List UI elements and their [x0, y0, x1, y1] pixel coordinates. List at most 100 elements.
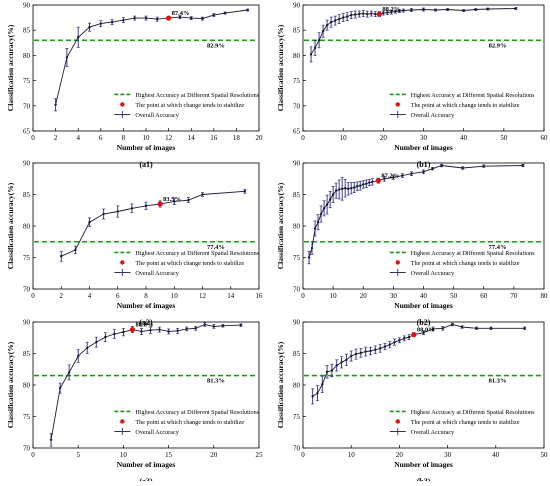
y-tick-label: 70 — [23, 102, 31, 110]
data-point — [431, 327, 435, 331]
y-tick-label: 80 — [293, 382, 301, 390]
data-point — [243, 190, 247, 193]
data-point — [345, 358, 348, 361]
data-point — [325, 370, 329, 373]
data-point — [398, 339, 401, 342]
data-point — [446, 8, 449, 11]
stable-point-label: 88.2% — [382, 6, 400, 13]
y-tick-label: 85 — [293, 350, 301, 358]
data-point — [362, 183, 365, 186]
data-point — [334, 189, 338, 192]
legend-entry: Overall Accuracy — [135, 270, 179, 277]
data-point — [221, 324, 225, 327]
data-point — [368, 181, 371, 184]
data-point — [340, 187, 344, 191]
data-point — [246, 8, 249, 12]
legend-entry: Highest Accuracy at Different Spatial Re… — [411, 92, 535, 99]
data-point — [382, 11, 385, 15]
data-point — [374, 348, 377, 351]
chart-panel: 70 75 80 85 90 0 5 10 15 20 25 Number of images Clas… — [6, 319, 263, 486]
data-point — [474, 8, 477, 11]
x-tick-label: 20 — [396, 451, 404, 459]
data-point — [330, 369, 334, 372]
panel-label: (b2) — [417, 318, 431, 327]
legend-swatch-dot — [120, 260, 125, 265]
data-point — [369, 349, 372, 353]
x-tick-label: 50 — [450, 292, 458, 300]
data-point — [223, 11, 227, 15]
data-point — [354, 352, 358, 356]
x-tick-label: 16 — [210, 134, 218, 142]
legend-entry: Overall Accuracy — [411, 270, 455, 277]
x-tick-label: 50 — [500, 134, 508, 142]
data-point — [386, 11, 389, 14]
data-point — [212, 325, 215, 328]
data-point — [346, 187, 350, 191]
x-tick-label: 40 — [460, 134, 468, 142]
y-tick-label: 70 — [293, 102, 301, 110]
y-tick-label: 75 — [293, 254, 301, 262]
data-point — [341, 16, 345, 19]
data-point — [88, 221, 91, 224]
x-tick-label: 60 — [480, 292, 488, 300]
x-tick-label: 20 — [360, 292, 368, 300]
data-point — [77, 354, 80, 358]
data-point — [122, 18, 125, 22]
data-point — [178, 15, 182, 19]
stable-point-label: 88.8% — [135, 322, 153, 329]
data-point — [521, 164, 525, 167]
legend-entry: Highest Accuracy at Different Spatial Re… — [411, 409, 535, 416]
x-tick-label: 0 — [301, 292, 305, 300]
data-point — [310, 246, 314, 250]
legend-entry: The point at which change tends to stabi… — [135, 260, 244, 267]
x-tick-label: 30 — [390, 292, 398, 300]
data-point — [523, 327, 526, 330]
x-tick-label: 20 — [256, 134, 264, 142]
x-tick-label: 8 — [122, 134, 126, 142]
chart-panel: 70 75 80 85 90 0 10 20 30 40 50 60 70 80 Number of ima… — [276, 160, 548, 328]
y-tick-label: 65 — [293, 128, 301, 136]
legend-entry: The point at which change tends to stabi… — [135, 419, 244, 426]
x-tick-label: 10 — [171, 292, 179, 300]
data-point — [486, 7, 489, 11]
reference-line-label: 82.9% — [489, 42, 507, 49]
data-point — [335, 364, 338, 367]
series-line — [310, 8, 516, 55]
x-tick-label: 12 — [199, 292, 207, 300]
y-tick-label: 70 — [293, 286, 301, 294]
x-tick-label: 14 — [227, 292, 235, 300]
data-point — [316, 221, 320, 224]
y-tick-label: 75 — [293, 413, 301, 421]
legend-entry: Highest Accuracy at Different Spatial Re… — [135, 250, 259, 257]
x-axis-label: Number of images — [394, 301, 453, 310]
data-point — [410, 172, 413, 175]
y-tick-label: 90 — [293, 2, 301, 10]
data-point — [388, 343, 391, 346]
data-point — [350, 354, 353, 358]
data-point — [67, 371, 71, 374]
x-tick-label: 16 — [256, 292, 264, 300]
y-axis-label: Classification accuracy(%) — [276, 24, 285, 111]
data-point — [144, 16, 148, 20]
data-point — [378, 347, 382, 350]
chart-panel: 65 70 75 80 85 90 0 2 4 6 8 10 12 14 16 18 20 Number of i… — [6, 2, 263, 170]
legend-swatch-dot — [120, 419, 125, 424]
reference-line-label: 77.4% — [207, 244, 225, 251]
x-tick-label: 40 — [420, 292, 428, 300]
legend-swatch-dot — [395, 102, 400, 107]
x-tick-label: 70 — [510, 292, 518, 300]
y-axis-label: Classification accuracy(%) — [6, 341, 15, 428]
data-point — [356, 185, 359, 188]
y-tick-label: 75 — [23, 413, 31, 421]
stable-point-marker — [411, 332, 417, 338]
x-tick-label: 0 — [31, 292, 35, 300]
data-point — [475, 327, 478, 330]
data-point — [239, 323, 243, 327]
y-tick-label: 85 — [293, 27, 301, 35]
data-point — [461, 166, 464, 170]
y-tick-label: 70 — [23, 445, 31, 453]
data-point — [325, 203, 329, 206]
data-point — [313, 46, 317, 50]
data-point — [337, 188, 341, 191]
y-tick-label: 75 — [23, 254, 31, 262]
